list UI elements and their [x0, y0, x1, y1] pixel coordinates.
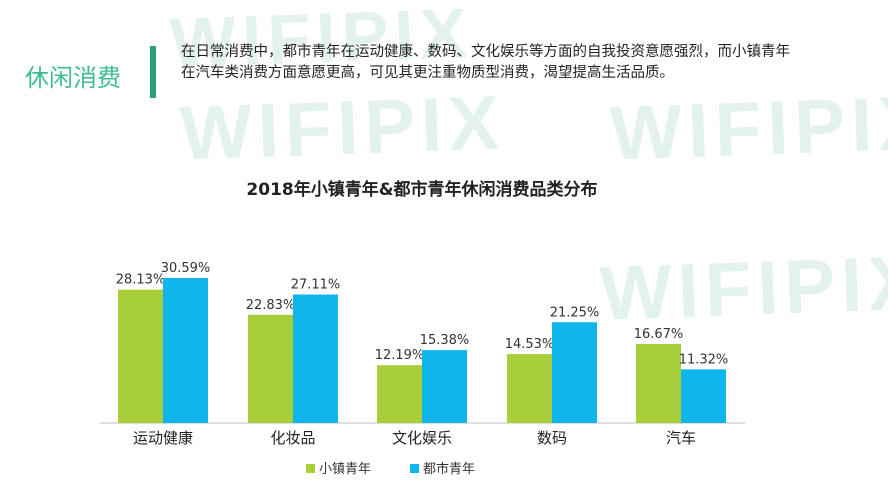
data-label: 28.13%	[116, 273, 166, 288]
category-label: 运动健康	[133, 429, 193, 447]
category-label: 数码	[537, 429, 567, 447]
bar-city	[681, 369, 726, 423]
bar-town	[507, 354, 552, 423]
bar-city	[552, 322, 597, 423]
data-label: 30.59%	[161, 261, 211, 276]
data-label: 14.53%	[505, 337, 555, 352]
chart-title: 2018年小镇青年&都市青年休闲消费品类分布	[246, 179, 597, 200]
category-label: 化妆品	[270, 429, 315, 447]
section-title: 休闲消费	[25, 64, 121, 92]
bar-town	[636, 343, 681, 423]
data-label: 12.19%	[375, 348, 425, 363]
legend-label: 小镇青年	[319, 462, 371, 477]
bar-town	[118, 289, 163, 423]
data-label: 16.67%	[634, 327, 684, 342]
legend-swatch-city	[410, 464, 419, 473]
section-divider	[150, 46, 156, 98]
bar-city	[422, 350, 467, 423]
bar-city	[293, 294, 338, 423]
data-label: 22.83%	[246, 298, 296, 313]
category-label: 汽车	[666, 429, 696, 447]
bar-city	[163, 278, 208, 423]
intro-paragraph: 在日常消费中，都市青年在运动健康、数码、文化娱乐等方面的自我投资意愿强烈，而小镇…	[181, 44, 790, 81]
data-label: 15.38%	[420, 333, 470, 348]
category-label: 文化娱乐	[392, 429, 452, 447]
legend-swatch-town	[306, 464, 315, 473]
bar-town	[377, 365, 422, 423]
legend-label: 都市青年	[423, 461, 475, 477]
data-label: 11.32%	[679, 352, 729, 367]
bar-town	[248, 314, 293, 423]
data-label: 27.11%	[291, 277, 341, 292]
data-label: 21.25%	[550, 305, 600, 320]
